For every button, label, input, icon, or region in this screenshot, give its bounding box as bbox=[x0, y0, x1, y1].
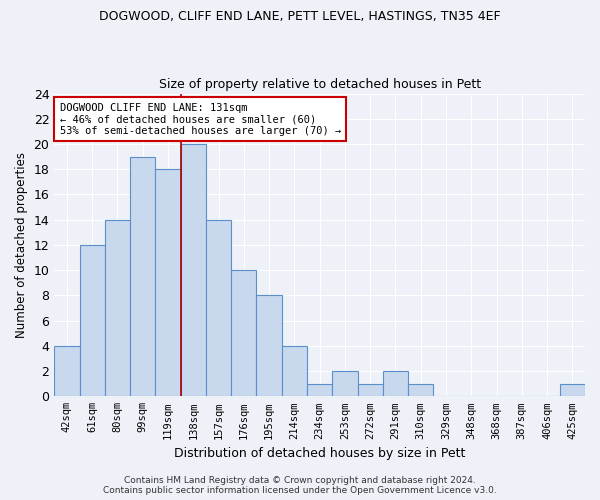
Text: Contains HM Land Registry data © Crown copyright and database right 2024.
Contai: Contains HM Land Registry data © Crown c… bbox=[103, 476, 497, 495]
Bar bbox=[408, 384, 433, 396]
Title: Size of property relative to detached houses in Pett: Size of property relative to detached ho… bbox=[158, 78, 481, 91]
Bar bbox=[181, 144, 206, 397]
Bar bbox=[560, 384, 585, 396]
Bar bbox=[155, 169, 181, 396]
Bar bbox=[130, 156, 155, 396]
Bar bbox=[54, 346, 80, 397]
Bar bbox=[358, 384, 383, 396]
Bar bbox=[80, 245, 105, 396]
Bar bbox=[332, 371, 358, 396]
Bar bbox=[231, 270, 256, 396]
Bar bbox=[383, 371, 408, 396]
Bar bbox=[282, 346, 307, 397]
X-axis label: Distribution of detached houses by size in Pett: Distribution of detached houses by size … bbox=[174, 447, 466, 460]
Bar bbox=[256, 296, 282, 396]
Bar bbox=[307, 384, 332, 396]
Text: DOGWOOD, CLIFF END LANE, PETT LEVEL, HASTINGS, TN35 4EF: DOGWOOD, CLIFF END LANE, PETT LEVEL, HAS… bbox=[99, 10, 501, 23]
Text: DOGWOOD CLIFF END LANE: 131sqm
← 46% of detached houses are smaller (60)
53% of : DOGWOOD CLIFF END LANE: 131sqm ← 46% of … bbox=[59, 102, 341, 136]
Y-axis label: Number of detached properties: Number of detached properties bbox=[15, 152, 28, 338]
Bar bbox=[206, 220, 231, 396]
Bar bbox=[105, 220, 130, 396]
